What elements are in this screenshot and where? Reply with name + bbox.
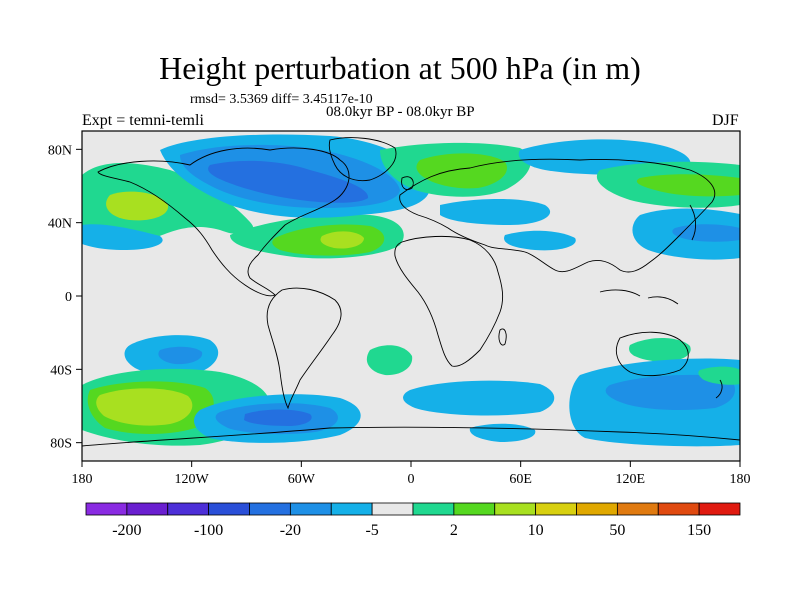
colorbar-swatch bbox=[85, 502, 128, 516]
colorbar-swatch bbox=[126, 502, 169, 516]
lon-tick-label: 60E bbox=[509, 472, 532, 487]
latitude-axis: 80N 40N 0 40S 80S bbox=[48, 143, 82, 452]
coastlines bbox=[82, 137, 740, 447]
coastline-japan bbox=[689, 204, 697, 241]
colorbar: -200 -100 -20 -5 2 10 50 150 bbox=[85, 502, 741, 539]
anomaly-region-yellow-southpacific bbox=[96, 388, 193, 426]
lat-tick-label: 40N bbox=[48, 217, 72, 232]
lat-tick-label: 80N bbox=[48, 143, 72, 158]
lon-tick-label: 120E bbox=[616, 472, 646, 487]
coastline-uk bbox=[401, 176, 414, 190]
anomaly-region-bluemid-southpacific bbox=[158, 346, 203, 365]
colorbar-label: -100 bbox=[194, 522, 223, 539]
lon-tick-label: 0 bbox=[408, 472, 415, 487]
anomaly-region-green-southatlantic bbox=[366, 345, 413, 376]
coastline-australia bbox=[616, 331, 689, 377]
colorbar-swatch bbox=[657, 502, 700, 516]
colorbar-swatch bbox=[576, 502, 618, 516]
experiment-label: Expt = temni-temli bbox=[82, 112, 204, 129]
anomaly-region-yellow-atlantic bbox=[320, 231, 364, 249]
colorbar-swatch bbox=[167, 502, 210, 516]
coastline-indonesia bbox=[599, 289, 679, 305]
colorbar-swatch bbox=[616, 502, 659, 516]
colorbar-label: -20 bbox=[280, 522, 301, 539]
coastline-madagascar bbox=[498, 328, 507, 346]
season-label: DJF bbox=[712, 112, 739, 129]
height-anomaly-field bbox=[82, 134, 740, 447]
anomaly-region-bluedark-drake bbox=[244, 409, 312, 426]
anomaly-region-bluedark-arctic bbox=[208, 160, 369, 203]
lat-tick-label: 80S bbox=[50, 437, 72, 452]
colorbar-swatch bbox=[289, 502, 332, 516]
anomaly-region-greenbright-eurasia bbox=[416, 153, 507, 189]
coastline-antarctica bbox=[82, 426, 740, 447]
lon-tick-label: 180 bbox=[72, 472, 93, 487]
anomaly-region-blue-southindian bbox=[403, 380, 555, 416]
anomaly-region-yellowgreen-npacific bbox=[106, 191, 169, 221]
coastline-south-america bbox=[266, 287, 342, 410]
colorbar-label: 150 bbox=[687, 522, 711, 539]
colorbar-swatch bbox=[330, 502, 373, 516]
lon-tick-label: 60W bbox=[288, 472, 316, 487]
colorbar-swatch bbox=[494, 502, 537, 516]
colorbar-label: -200 bbox=[112, 522, 141, 539]
longitude-axis: 180 120W 60W 0 60E 120E 180 bbox=[72, 461, 751, 487]
coastline-africa bbox=[394, 235, 504, 367]
plot-title: Height perturbation at 500 hPa (in m) bbox=[159, 50, 641, 86]
colorbar-label: 10 bbox=[528, 522, 544, 539]
lat-tick-label: 40S bbox=[50, 363, 72, 378]
period-label: 08.0kyr BP - 08.0kyr BP bbox=[326, 104, 475, 120]
anomaly-region-blue-pacific-west bbox=[82, 224, 163, 250]
colorbar-swatch bbox=[412, 502, 455, 516]
lat-tick-label: 0 bbox=[65, 290, 72, 305]
coastline-north-america bbox=[97, 147, 350, 297]
colorbar-swatch bbox=[208, 502, 250, 516]
colorbar-swatch bbox=[249, 502, 291, 516]
lon-tick-label: 180 bbox=[730, 472, 751, 487]
colorbar-swatch bbox=[453, 502, 496, 516]
lon-tick-label: 120W bbox=[175, 472, 210, 487]
anomaly-region-bluemid-japan bbox=[672, 224, 740, 242]
colorbar-swatch bbox=[698, 502, 741, 516]
colorbar-label: -5 bbox=[365, 522, 378, 539]
anomaly-region-bluemid-southern-east bbox=[605, 374, 735, 410]
colorbar-label: 2 bbox=[450, 522, 458, 539]
stats-line: rmsd= 3.5369 diff= 3.45117e-10 bbox=[190, 92, 373, 107]
colorbar-swatch bbox=[535, 502, 577, 516]
anomaly-region-blue-asia bbox=[504, 230, 576, 251]
coastline-greenland bbox=[328, 137, 397, 182]
anomaly-region-green-antarctic-east bbox=[698, 366, 740, 385]
coastline-new-zealand bbox=[715, 379, 723, 399]
anomaly-region-green-australia bbox=[629, 337, 691, 362]
anomaly-region-blue-mediterranean bbox=[440, 198, 551, 225]
colorbar-swatch bbox=[371, 502, 414, 516]
colorbar-label: 50 bbox=[609, 522, 625, 539]
coastline-europe-asia bbox=[399, 158, 716, 273]
